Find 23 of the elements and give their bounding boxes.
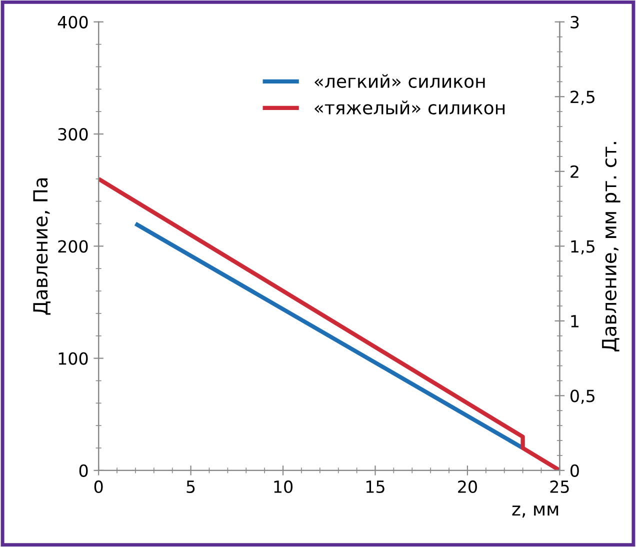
y2-tick-label: 1,5 <box>571 240 594 254</box>
y-tick-label: 100 <box>58 352 88 365</box>
y2-tick-label: 0,5 <box>570 390 594 404</box>
x-axis-title: z, мм <box>512 506 558 518</box>
y-axis-title: Давление, Па <box>33 178 50 315</box>
y2-tick-label: 0 <box>570 464 579 477</box>
y2-tick-label: 3 <box>570 16 579 28</box>
y-tick-label: 400 <box>58 16 88 28</box>
y-tick-label: 0 <box>79 464 88 477</box>
x-tick-label: 15 <box>366 480 384 494</box>
y-tick-label: 200 <box>58 240 88 253</box>
y2-tick-label: 2 <box>570 165 578 178</box>
y2-axis-title: Давление, мм рт. ст. <box>602 142 620 352</box>
y2-tick-label: 1 <box>571 315 578 328</box>
legend-label: «легкий» силикон <box>314 74 485 88</box>
x-tick-label: 20 <box>458 480 477 494</box>
x-tick-label: 10 <box>274 480 293 494</box>
x-tick-label: 25 <box>550 480 569 494</box>
x-tick-label: 5 <box>186 480 195 494</box>
y2-tick-label: 2,5 <box>570 90 594 105</box>
x-tick-label: 0 <box>94 480 103 494</box>
legend-label: «тяжелый» силикон <box>314 100 505 114</box>
y-tick-label: 300 <box>58 128 88 141</box>
